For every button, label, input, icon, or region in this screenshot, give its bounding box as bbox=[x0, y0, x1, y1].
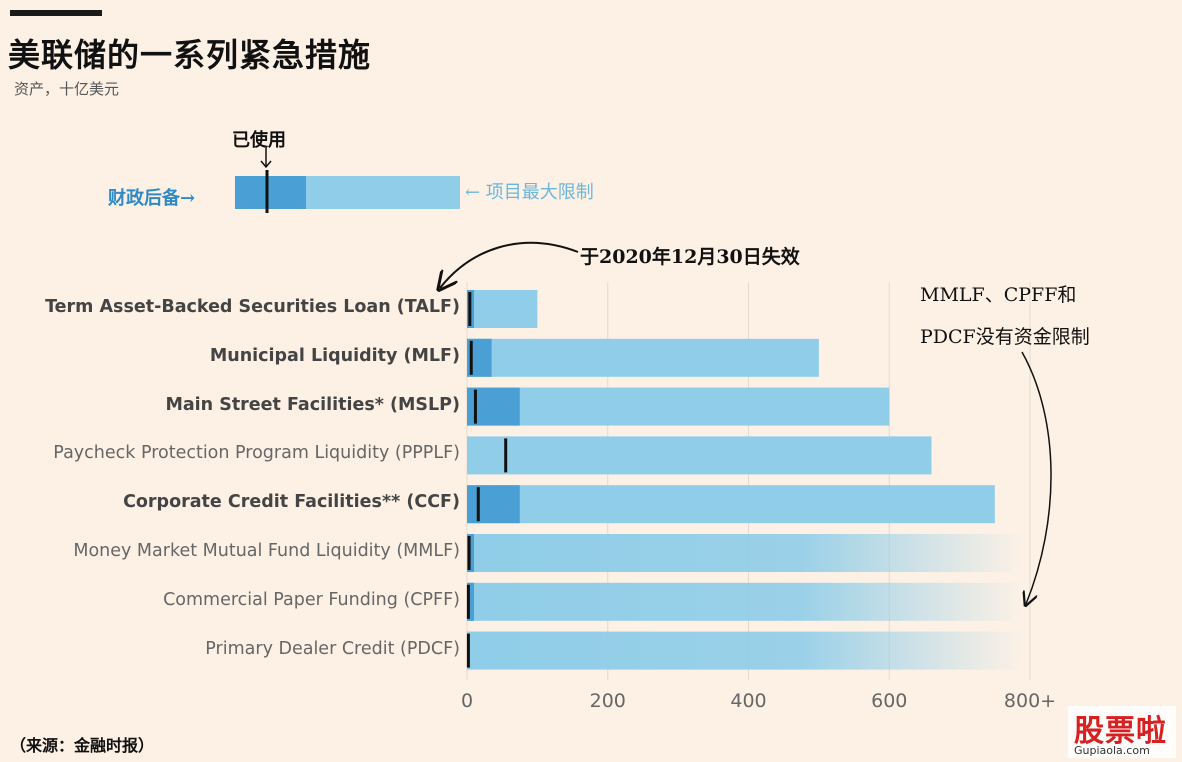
chart-subtitle: 资产，十亿美元 bbox=[14, 80, 120, 98]
watermark: 股票啦 Gupiaola.com bbox=[1068, 706, 1176, 758]
category-label: Commercial Paper Funding (CPFF) bbox=[163, 589, 460, 610]
bar-fiscal-reserve bbox=[467, 582, 475, 621]
talf-note-arrow bbox=[440, 241, 579, 288]
watermark-logo-text: 股票啦 bbox=[1074, 714, 1167, 749]
category-label: Municipal Liquidity (MLF) bbox=[209, 345, 460, 366]
bars bbox=[466, 290, 1023, 670]
bar-max-limit bbox=[467, 436, 932, 475]
bar-max-limit bbox=[467, 485, 995, 524]
legend-reserve-label: 财政后备→ bbox=[108, 188, 196, 209]
unlimited-note-line2: PDCF没有资金限制 bbox=[920, 326, 1090, 348]
x-tick-label: 800+ bbox=[1003, 690, 1057, 712]
unlimited-note-arrow bbox=[1021, 351, 1052, 604]
category-label: Main Street Facilities* (MSLP) bbox=[165, 394, 460, 415]
bar-unlimited bbox=[467, 534, 1023, 572]
category-label: Money Market Mutual Fund Liquidity (MMLF… bbox=[73, 541, 460, 561]
talf-expiry-note: 于2020年12月30日失效 bbox=[580, 246, 800, 268]
bar-unlimited bbox=[467, 582, 1023, 621]
category-label: Term Asset-Backed Securities Loan (TALF) bbox=[45, 297, 460, 317]
category-label: Primary Dealer Credit (PDCF) bbox=[205, 638, 460, 659]
watermark-url: Gupiaola.com bbox=[1074, 744, 1150, 757]
legend-used-label: 已使用 bbox=[232, 130, 286, 151]
x-tick-label: 200 bbox=[589, 690, 626, 712]
bar-max-limit bbox=[467, 387, 890, 426]
legend-reserve-swatch bbox=[235, 176, 306, 209]
bar-max-limit bbox=[467, 290, 538, 328]
category-label: Corporate Credit Facilities** (CCF) bbox=[123, 492, 460, 513]
category-label: Paycheck Protection Program Liquidity (P… bbox=[53, 443, 460, 464]
x-tick-label: 0 bbox=[460, 690, 474, 712]
legend-max-label: ← 项目最大限制 bbox=[465, 182, 594, 203]
legend-sample bbox=[235, 148, 460, 213]
bar-fiscal-reserve bbox=[467, 485, 520, 524]
bar-unlimited bbox=[467, 631, 1023, 670]
unlimited-note-line1: MMLF、CPFF和 bbox=[920, 284, 1077, 306]
source-note: （来源：金融时报） bbox=[10, 736, 155, 755]
bar-max-limit bbox=[467, 338, 819, 377]
x-tick-label: 400 bbox=[730, 690, 767, 712]
x-tick-label: 600 bbox=[871, 690, 908, 712]
title-accent-bar bbox=[10, 10, 102, 16]
chart-title: 美联储的一系列紧急措施 bbox=[8, 36, 372, 74]
